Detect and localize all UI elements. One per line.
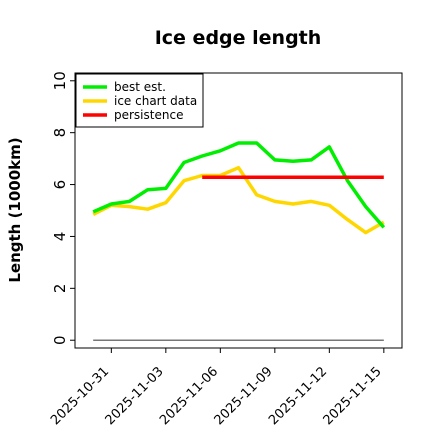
legend-label: best est. bbox=[114, 80, 166, 94]
y-tick-label: 8 bbox=[51, 128, 69, 138]
series-line-ice-chart-data bbox=[92, 165, 385, 235]
plot-frame bbox=[74, 72, 403, 349]
x-tick-label: 2025-11-15 bbox=[321, 364, 385, 428]
y-tick-label: 2 bbox=[51, 284, 69, 294]
y-tick-label: 4 bbox=[51, 232, 69, 242]
y-axis-label: Length (1000km) bbox=[6, 137, 24, 282]
y-tick-label: 6 bbox=[51, 180, 69, 190]
plot-area: 02468102025-10-312025-11-032025-11-06202… bbox=[48, 71, 403, 428]
y-tick-label: 0 bbox=[51, 335, 69, 345]
series-line-best-est bbox=[92, 141, 386, 229]
y-tick-label: 10 bbox=[51, 71, 69, 90]
chart-title: Ice edge length bbox=[155, 27, 322, 49]
legend-label: ice chart data bbox=[114, 94, 197, 108]
legend-label: persistence bbox=[114, 108, 183, 122]
